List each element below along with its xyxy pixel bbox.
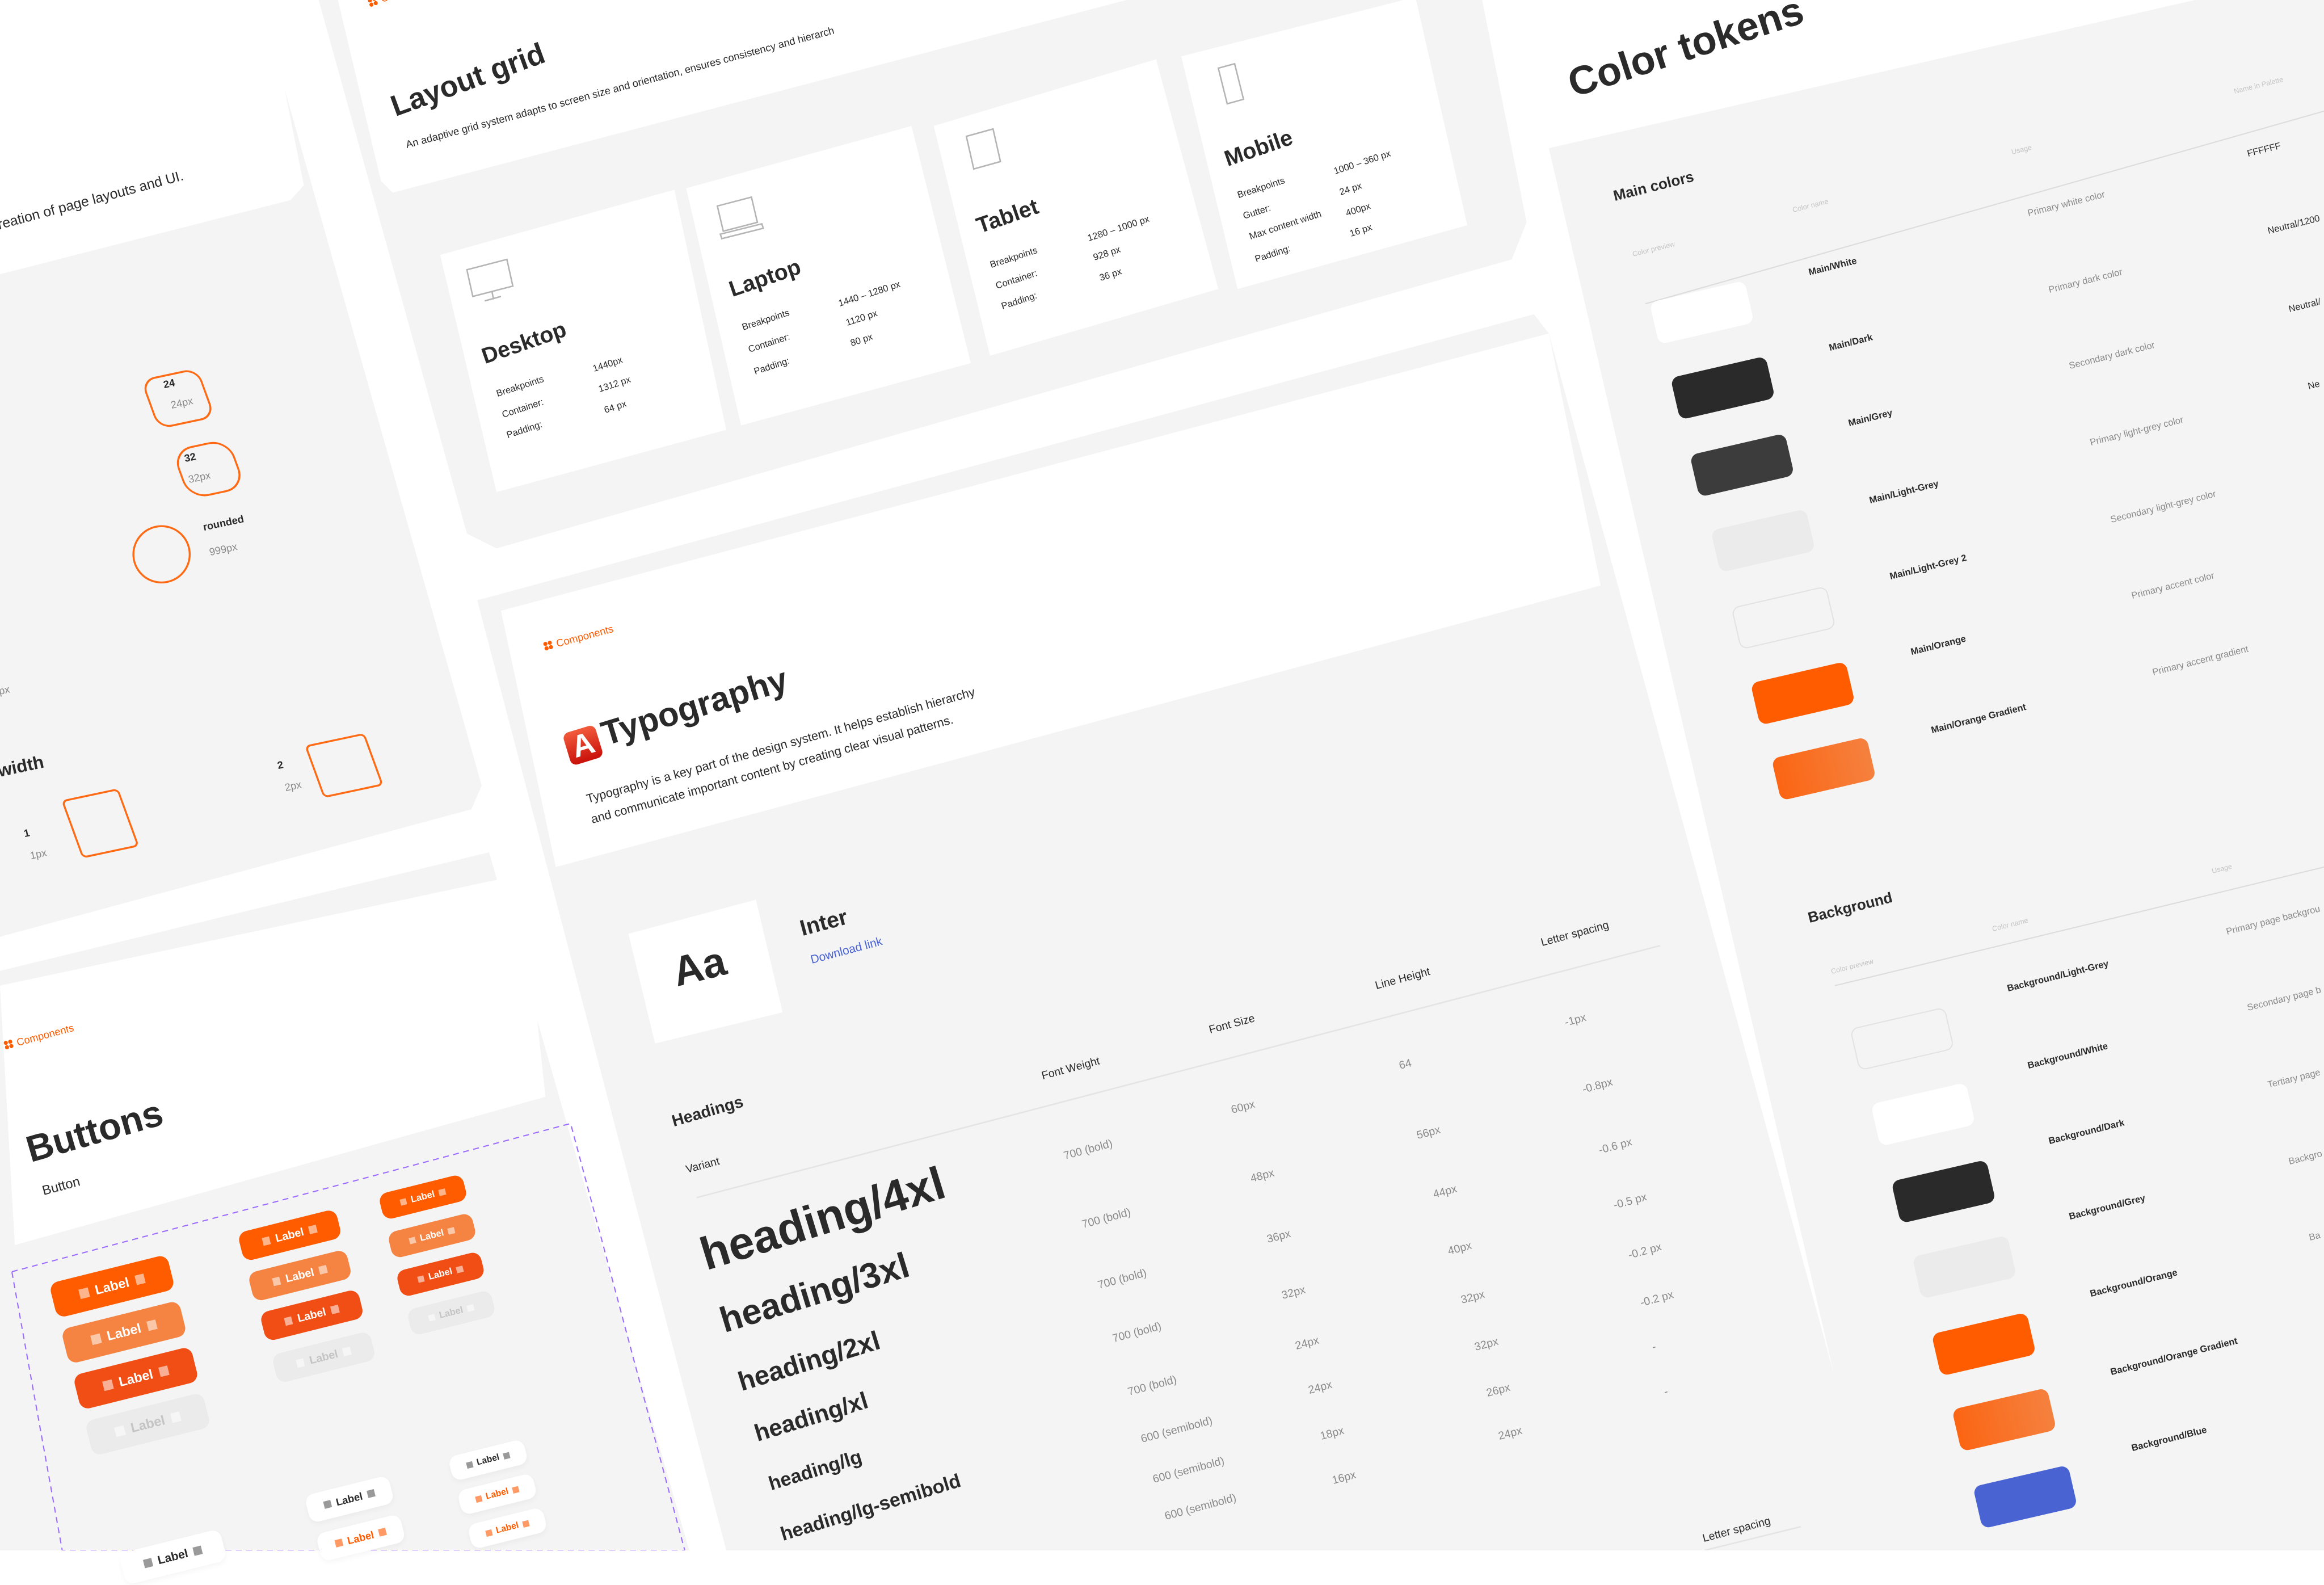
leading-icon [143,1558,153,1569]
button-label: Label [495,1520,520,1536]
trailing-icon [378,1528,387,1537]
button-label: Label [437,1305,464,1321]
trailing-icon [447,1227,456,1235]
desktop-card [440,190,726,493]
buttons-guide-frame [11,1122,685,1550]
background-divider [1834,866,2324,986]
layout-grid-header-card [338,0,1127,193]
radius-rounded-sample [132,525,191,584]
tablet-icon [965,128,1001,170]
leading-icon [427,1314,436,1322]
button-label: Label [129,1412,167,1436]
leading-icon [90,1333,102,1345]
leading-icon [262,1237,271,1246]
leading-icon [323,1500,332,1509]
radius-32-sample [176,442,241,497]
canvas-background [0,0,2324,1550]
button-label: Label [284,1266,316,1285]
leading-icon [485,1529,492,1537]
button-label: Label [117,1367,155,1390]
components-icon [3,1039,15,1050]
button-label: Label [105,1321,143,1344]
button-label: Label [334,1490,364,1508]
trailing-icon [330,1305,340,1315]
desktop-icon [466,258,514,302]
button-label: Label [418,1227,445,1244]
button-label: Label [484,1486,510,1502]
trailing-icon [342,1346,352,1356]
mobile-card [1181,0,1468,289]
leading-icon [78,1287,90,1299]
width-2-sample [306,734,382,797]
main-colors-divider [1645,110,2324,305]
trailing-icon [308,1225,318,1235]
typography-table-divider [696,945,1661,1199]
button-label: Label [273,1225,305,1245]
trailing-icon [170,1411,182,1423]
mobile-icon [1217,62,1245,105]
components-icon [542,640,554,651]
trailing-icon [192,1545,203,1556]
leading-icon [417,1275,426,1284]
button-label: Label [410,1189,436,1205]
leading-icon [102,1379,114,1391]
trailing-icon [438,1188,447,1197]
buttons-header-card [0,874,546,1245]
trailing-icon [456,1266,465,1274]
leading-icon [296,1358,305,1368]
leading-icon [474,1495,482,1503]
tablet-card [933,59,1219,356]
px-value-fragment: px [0,683,11,697]
trailing-icon [318,1265,328,1275]
button-label: Label [308,1347,339,1367]
laptop-icon [716,196,764,240]
leading-icon [465,1461,474,1469]
button-label: Label [93,1275,131,1298]
trailing-icon [366,1489,375,1498]
trailing-icon [522,1520,530,1528]
leading-icon [284,1317,293,1326]
radius-label: 32 [183,450,197,465]
leading-icon [114,1425,126,1437]
leading-icon [408,1237,416,1245]
letter-spacing-divider [1704,1525,1801,1550]
button-label: Label [346,1528,376,1546]
leading-icon [399,1198,407,1206]
width-1-sample [62,789,138,857]
trailing-icon [134,1273,146,1285]
trailing-icon [511,1486,520,1494]
button-label: Label [156,1546,190,1567]
trailing-icon [503,1452,511,1460]
button-label: Label [475,1452,500,1468]
trailing-icon [158,1365,170,1377]
trailing-icon [146,1319,158,1331]
font-sample-card [628,899,783,1044]
radius-label: 24 [162,376,176,390]
borders-header-card [0,0,304,275]
laptop-card [686,126,971,426]
leading-icon [334,1538,344,1548]
typography-header-card [500,333,1601,867]
button-label: Label [296,1305,327,1325]
button-label: Label [427,1266,454,1283]
trailing-icon [466,1304,475,1313]
radius-24-sample [144,370,212,427]
leading-icon [272,1276,282,1287]
